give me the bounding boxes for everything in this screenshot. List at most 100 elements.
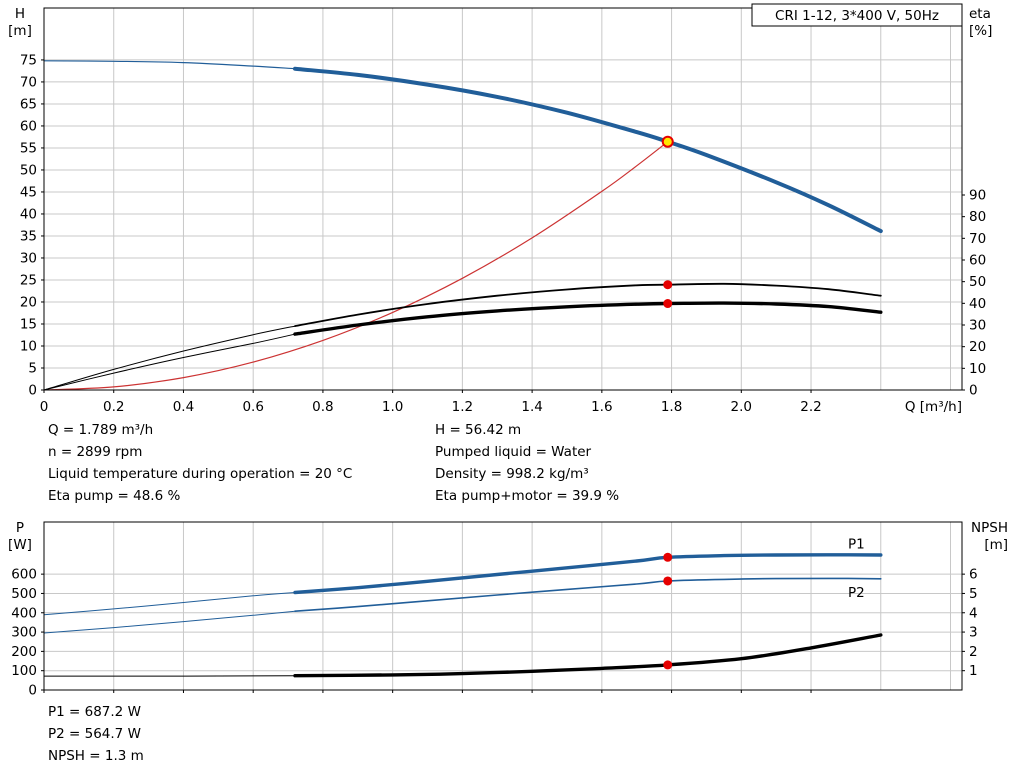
x-tick-label: 0.6 bbox=[242, 399, 263, 415]
curve-eta-pump-low-flow bbox=[43, 325, 296, 391]
left-axis-unit: [m] bbox=[8, 23, 32, 39]
x-tick-label: 0 bbox=[40, 399, 49, 415]
plot-frame bbox=[43, 521, 963, 691]
duty-flow-value: Q = 1.789 m³/h bbox=[48, 422, 154, 438]
left-tick-label: 500 bbox=[11, 586, 37, 602]
curve-eta-pump bbox=[294, 282, 882, 327]
p2-value: P2 = 564.7 W bbox=[48, 726, 141, 742]
left-tick-label: 200 bbox=[11, 644, 37, 660]
right-tick-label: 2 bbox=[969, 644, 978, 660]
duty-info-right-column: H = 56.42 m Pumped liquid = Water Densit… bbox=[435, 419, 619, 507]
right-axis-unit: [m] bbox=[984, 537, 1008, 553]
plot-area bbox=[44, 522, 962, 690]
x-tick-label: 1.2 bbox=[452, 399, 473, 415]
plot-area bbox=[44, 8, 962, 390]
right-tick-label: 60 bbox=[969, 252, 986, 268]
right-tick-label: 30 bbox=[969, 317, 986, 333]
left-tick-label: 0 bbox=[28, 383, 37, 399]
eta-pump-motor-value: Eta pump+motor = 39.9 % bbox=[435, 488, 620, 504]
p1-value: P1 = 687.2 W bbox=[48, 704, 141, 720]
right-tick-label: 5 bbox=[969, 586, 978, 602]
x-tick-label: 1.6 bbox=[591, 399, 612, 415]
curve-system-curve bbox=[43, 141, 669, 391]
curve-p1-low-flow bbox=[43, 592, 296, 616]
left-tick-label: 15 bbox=[20, 316, 37, 332]
left-tick-label: 55 bbox=[20, 140, 37, 156]
x-tick-label: 1.8 bbox=[661, 399, 682, 415]
power-info-column: P1 = 687.2 W P2 = 564.7 W NPSH = 1.3 m bbox=[48, 701, 144, 767]
left-tick-label: 70 bbox=[20, 74, 37, 90]
power-npsh-chart[interactable]: 0 100 200 300 400 500 600 1 2 3 4 5 6 P[W] NPSH[m] P1 P2 bbox=[0, 506, 1024, 701]
left-tick-label: 35 bbox=[20, 228, 37, 244]
left-axis-name: P bbox=[16, 520, 24, 536]
left-tick-label: 60 bbox=[20, 118, 37, 134]
right-tick-label: 10 bbox=[969, 361, 986, 377]
left-tick-label: 40 bbox=[20, 206, 37, 222]
left-tick-label: 5 bbox=[28, 360, 37, 376]
qh-eta-chart[interactable]: 0 0.2 0.4 0.6 0.8 1.0 1.2 1.4 1.6 1.8 2.0 2.2 0 5 10 15… bbox=[0, 0, 1024, 420]
curve-head-curve bbox=[293, 66, 883, 234]
curve-eta-pump-motor bbox=[293, 301, 883, 336]
pumped-liquid: Pumped liquid = Water bbox=[435, 444, 592, 460]
duty-point-marker[interactable] bbox=[661, 135, 674, 148]
x-tick-label: 0.2 bbox=[103, 399, 124, 415]
curve-head-curve-low-flow bbox=[43, 60, 296, 70]
left-tick-label: 45 bbox=[20, 184, 37, 200]
curve-label-p2: P2 bbox=[848, 585, 865, 601]
left-tick-label: 20 bbox=[20, 294, 37, 310]
left-tick-label: 65 bbox=[20, 96, 37, 112]
npsh-value: NPSH = 1.3 m bbox=[48, 748, 144, 764]
x-tick-label: 1.0 bbox=[382, 399, 403, 415]
liquid-temperature: Liquid temperature during operation = 20… bbox=[48, 466, 353, 482]
right-tick-label: 90 bbox=[969, 187, 986, 203]
duty-info-left-column: Q = 1.789 m³/h n = 2899 rpm Liquid tempe… bbox=[48, 419, 352, 507]
chart-title-box bbox=[751, 3, 963, 27]
right-axis-name: NPSH bbox=[971, 520, 1008, 536]
right-tick-label: 70 bbox=[969, 231, 986, 247]
left-tick-label: 50 bbox=[20, 162, 37, 178]
curve-label-p1: P1 bbox=[848, 537, 865, 553]
x-tick-label: 2.0 bbox=[731, 399, 752, 415]
chart-title: CRI 1-12, 3*400 V, 50Hz bbox=[775, 8, 939, 24]
eta-pump-value: Eta pump = 48.6 % bbox=[48, 488, 181, 504]
curve-npsh bbox=[293, 633, 883, 678]
npsh-duty-dot bbox=[663, 660, 673, 670]
p1-duty-dot bbox=[663, 552, 673, 562]
right-tick-label: 4 bbox=[969, 605, 978, 621]
right-axis-unit: [%] bbox=[969, 23, 992, 39]
curve-p2-low-flow bbox=[43, 610, 296, 634]
curve-p2 bbox=[294, 577, 882, 612]
x-tick-label: 2.2 bbox=[800, 399, 821, 415]
x-tick-label: 1.4 bbox=[521, 399, 542, 415]
density-value: Density = 998.2 kg/m³ bbox=[435, 466, 589, 482]
right-tick-label: 40 bbox=[969, 296, 986, 312]
left-tick-label: 75 bbox=[20, 52, 37, 68]
curve-eta-pump-motor-low-flow bbox=[43, 333, 296, 391]
right-tick-label: 1 bbox=[969, 663, 978, 679]
right-tick-label: 50 bbox=[969, 274, 986, 290]
right-tick-label: 3 bbox=[969, 625, 978, 641]
x-tick-label: 0.8 bbox=[312, 399, 333, 415]
right-axis-name: eta bbox=[969, 6, 991, 22]
duty-speed-value: n = 2899 rpm bbox=[48, 444, 143, 460]
eta-pump-motor-duty-dot bbox=[663, 299, 673, 309]
right-tick-label: 0 bbox=[969, 383, 978, 399]
curve-p1 bbox=[293, 553, 883, 595]
x-tick-label: 0.4 bbox=[173, 399, 194, 415]
left-axis-unit: [W] bbox=[8, 537, 32, 553]
left-tick-label: 400 bbox=[11, 605, 37, 621]
right-tick-label: 6 bbox=[969, 567, 978, 583]
p2-duty-dot bbox=[663, 576, 673, 586]
left-axis-name: H bbox=[15, 6, 25, 22]
right-tick-label: 20 bbox=[969, 339, 986, 355]
plot-frame bbox=[43, 7, 963, 391]
x-axis-unit-label: Q [m³/h] bbox=[905, 399, 962, 415]
left-tick-label: 10 bbox=[20, 338, 37, 354]
eta-pump-duty-dot bbox=[663, 280, 673, 290]
left-tick-label: 0 bbox=[28, 683, 37, 699]
left-tick-label: 100 bbox=[11, 663, 37, 679]
right-tick-label: 80 bbox=[969, 209, 986, 225]
duty-head-value: H = 56.42 m bbox=[435, 422, 522, 438]
left-tick-label: 30 bbox=[20, 250, 37, 266]
